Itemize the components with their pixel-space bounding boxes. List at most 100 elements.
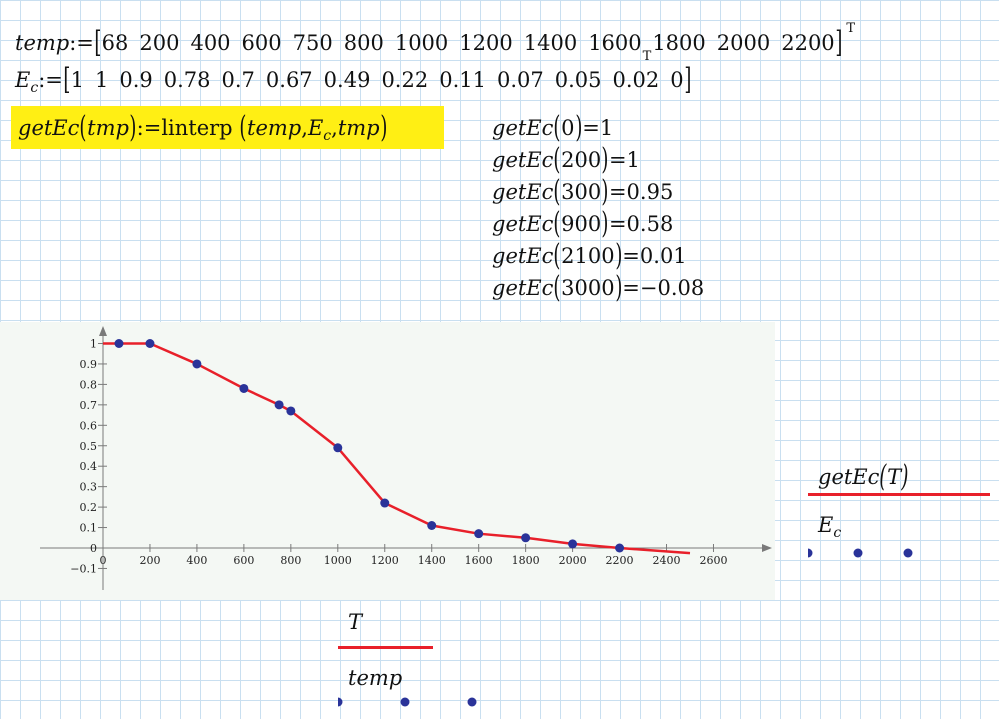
result-row[interactable]: getEc(2100)=0.01 <box>492 240 704 272</box>
y-tick-label: 0.2 <box>80 501 98 514</box>
paren-close: ) <box>901 459 909 494</box>
assign-operator: := <box>136 116 162 140</box>
assign-operator: := <box>69 31 94 55</box>
legend-point <box>338 697 343 707</box>
vector-value: 1400 <box>523 31 578 55</box>
x-tick-label: 2400 <box>653 554 681 567</box>
vector-value: 0.02 <box>612 68 660 92</box>
y-tick-label: 1 <box>90 338 97 351</box>
result-value: 1 <box>599 116 614 140</box>
left-bracket: [ <box>94 25 102 60</box>
result-arg: 0 <box>561 116 575 140</box>
equals-sign: = <box>622 244 640 268</box>
function-param: tmp <box>87 116 129 140</box>
vector-value: 1000 <box>394 31 449 55</box>
x2-legend-label[interactable]: temp <box>348 666 403 690</box>
result-value: 1 <box>626 148 640 172</box>
x-tick-label: 600 <box>233 554 254 567</box>
vector-value: 0.67 <box>265 68 313 92</box>
y-tick-label: 0.4 <box>80 460 98 473</box>
temp-values: 68 200 400 600 750 800 1000 1200 1400 1600T1800 20… <box>101 31 835 64</box>
result-arg: 3000 <box>561 276 615 300</box>
paren-close: ) <box>601 142 609 177</box>
x1-legend-label[interactable]: T <box>348 610 363 634</box>
y1-line-swatch <box>808 493 990 496</box>
data-point <box>286 406 296 416</box>
y2-main: E <box>818 513 834 537</box>
ec-values: 1 1 0.9 0.78 0.7 0.67 0.49 0.22 0.11 0.07 0.05 0.02… <box>71 68 684 92</box>
vector-value: 2200 <box>781 31 835 55</box>
result-value: 0.58 <box>626 212 674 236</box>
vector-value: 0 <box>670 68 684 92</box>
paren-close: ) <box>601 206 609 241</box>
result-value: 0.95 <box>626 180 674 204</box>
equals-sign: = <box>608 148 627 172</box>
y-tick-label: −0.1 <box>70 562 97 575</box>
result-row[interactable]: getEc(0)=1 <box>492 112 704 144</box>
result-value: −0.08 <box>639 276 705 300</box>
paren-open: ( <box>553 110 561 145</box>
x-tick-label: 1400 <box>418 554 446 567</box>
evaluation-results[interactable]: getEc(0)=1 getEc(200)=1 getEc(300)=0.95 get… <box>492 112 704 304</box>
assign-operator: := <box>38 68 63 92</box>
data-point <box>427 521 437 531</box>
function-definition[interactable]: getEc(tmp):=linterp (temp,Ec,tmp) <box>11 106 444 149</box>
result-value: 0.01 <box>639 244 687 268</box>
y-tick-label: 0 <box>90 542 97 555</box>
paren-close: ) <box>614 270 622 305</box>
result-fn: getEc <box>492 244 554 268</box>
result-row[interactable]: getEc(300)=0.95 <box>492 176 704 208</box>
vector-value: 68 <box>101 31 129 55</box>
definitions-region[interactable]: temp:=[68 200 400 600 750 800 1000 1200 1400 1600… <box>15 12 855 105</box>
x2-point-swatch <box>338 697 477 707</box>
result-arg: 2100 <box>561 244 615 268</box>
paren-open: ( <box>879 459 887 494</box>
y1-legend-label[interactable]: getEc(T) <box>818 459 909 494</box>
temp-definition[interactable]: temp:=[68 200 400 600 750 800 1000 1200 1400 1600… <box>15 12 856 64</box>
x-tick-label: 0 <box>100 554 107 567</box>
y-tick-label: 0.1 <box>80 522 98 535</box>
result-row[interactable]: getEc(900)=0.58 <box>492 208 704 240</box>
y-tick-label: 0.7 <box>80 399 98 412</box>
result-row[interactable]: getEc(200)=1 <box>492 144 704 176</box>
arg-ec: E <box>307 116 324 140</box>
plot-region[interactable]: 0 200 400 600 800 1000 1200 1400 1600 1800 2000 220… <box>0 322 775 600</box>
paren-open: ( <box>239 110 247 145</box>
paren-close: ) <box>129 110 137 145</box>
y2-point-swatch <box>808 548 913 558</box>
paren-close: ) <box>614 238 622 273</box>
result-row[interactable]: getEc(3000)=−0.08 <box>492 272 704 304</box>
data-point <box>145 339 155 348</box>
paren-open: ( <box>553 206 561 241</box>
data-point <box>114 339 124 348</box>
vector-value: 0.9 <box>119 68 153 92</box>
x-axis-legend[interactable]: T temp <box>338 610 498 715</box>
paren-close: ) <box>379 110 387 145</box>
temp-var-name: temp <box>15 31 70 55</box>
y1-arg: T <box>887 465 902 489</box>
data-point <box>239 383 249 393</box>
vector-value: 1800 <box>652 31 706 55</box>
transpose-mark: T <box>846 21 856 36</box>
x1-line-swatch <box>338 646 433 649</box>
equals-sign: = <box>608 180 627 204</box>
right-bracket: ] <box>835 25 843 60</box>
paren-open: ( <box>553 270 561 305</box>
vector-value: 0.49 <box>323 68 371 92</box>
arg-temp: temp <box>247 116 302 140</box>
result-fn: getEc <box>492 148 554 172</box>
vector-value: 1 <box>70 68 84 92</box>
transpose-mark: T <box>642 49 652 64</box>
result-fn: getEc <box>492 276 554 300</box>
data-point <box>568 539 578 549</box>
legend-point <box>400 697 410 707</box>
y-axis-legend[interactable]: getEc(T) Ec <box>808 455 993 565</box>
x-tick-label: 1600 <box>465 554 493 567</box>
vector-value: 200 <box>139 31 180 55</box>
y2-legend-label[interactable]: Ec <box>818 513 841 541</box>
legend-point <box>903 548 913 558</box>
ec-definition[interactable]: Ec:=[1 1 0.9 0.78 0.7 0.67 0.49 0.22 0.11 0.07 0.0… <box>15 63 855 105</box>
equals-sign: = <box>582 116 600 140</box>
right-bracket: ] <box>683 62 692 97</box>
vector-value: 1200 <box>459 31 513 55</box>
